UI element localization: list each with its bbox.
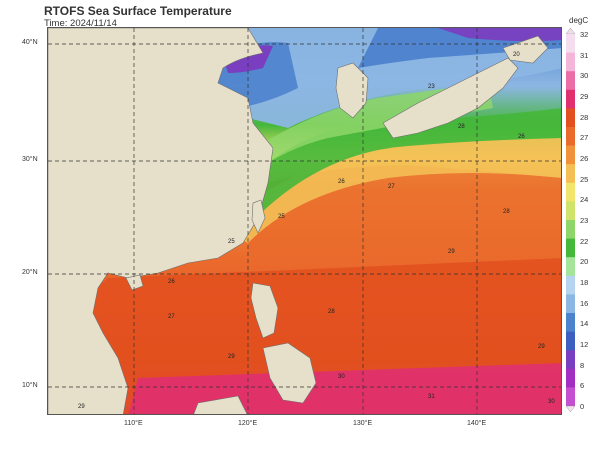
colorbar-tick-label: 16 xyxy=(580,298,589,308)
contour-label: 29 xyxy=(228,354,235,360)
lon-label-130: 130°E xyxy=(353,420,373,427)
borneo-edge xyxy=(193,395,248,414)
colorbar-segment xyxy=(566,127,575,146)
grid-lines xyxy=(48,28,561,414)
contour-label: 26 xyxy=(338,179,345,185)
colorbar-tick-label: 6 xyxy=(580,381,585,391)
colorbar-segment xyxy=(566,257,575,277)
colorbar-tick-label: 31 xyxy=(580,50,589,60)
lon-label-120: 120°E xyxy=(238,420,258,427)
colorbar-tick-label: 32 xyxy=(580,30,589,39)
contour-label: 28 xyxy=(328,309,335,315)
map-title: RTOFS Sea Surface Temperature xyxy=(44,4,232,18)
lat-label-30: 30°N xyxy=(22,156,38,163)
colorbar-tick-label: 24 xyxy=(580,195,589,205)
contour-label: 27 xyxy=(388,184,395,190)
colorbar-segment xyxy=(566,220,575,239)
purple-north xyxy=(438,28,561,42)
colorbar-segment xyxy=(566,108,575,128)
colorbar-segment xyxy=(566,71,575,91)
japan-north xyxy=(502,35,549,64)
colorbar xyxy=(566,28,575,412)
colorbar-tick-label: 27 xyxy=(580,133,589,143)
luzon xyxy=(250,282,279,339)
contour-label: 26 xyxy=(518,134,525,140)
sst-map: 29 28 27 29 25 26 20 23 26 28 29 30 28 2… xyxy=(47,27,562,415)
colorbar-segment xyxy=(566,331,575,351)
colorbar-tick-label: 18 xyxy=(580,278,589,287)
contour-label: 29 xyxy=(78,404,85,410)
colorbar-tick-label: 22 xyxy=(580,236,589,246)
china-mainland xyxy=(48,28,274,414)
colorbar-tick-label: 8 xyxy=(580,360,585,370)
colorbar-segment xyxy=(566,145,575,165)
colorbar-segment xyxy=(566,52,575,72)
map-time: Time: 2024/11/14 xyxy=(44,18,117,29)
taiwan xyxy=(251,199,266,234)
colorbar-segment xyxy=(566,387,575,407)
contour-label: 29 xyxy=(538,344,545,350)
japan-main xyxy=(382,57,519,139)
colorbar-segment xyxy=(566,164,575,184)
colorbar-segment xyxy=(566,34,575,53)
colorbar-tick-label: 23 xyxy=(580,216,589,225)
colorbar-segment xyxy=(566,294,575,314)
colorbar-tick-label: 29 xyxy=(580,92,589,101)
contour-label: 28 xyxy=(503,209,510,215)
lat-label-10: 10°N xyxy=(22,382,38,389)
contour-label: 20 xyxy=(513,52,520,58)
korea xyxy=(335,62,369,119)
contour-label: 28 xyxy=(458,124,465,130)
colorbar-unit: degC xyxy=(569,16,589,25)
contour-label: 30 xyxy=(338,374,345,380)
colorbar-segment xyxy=(566,350,575,370)
contour-label: 25 xyxy=(228,239,235,245)
colorbar-segment xyxy=(566,313,575,332)
contour-label: 30 xyxy=(548,399,555,405)
lon-label-110: 110°E xyxy=(124,420,143,427)
hainan xyxy=(125,274,144,291)
colorbar-segment xyxy=(566,89,575,109)
colorbar-tick-label: 30 xyxy=(580,71,589,81)
colorbar-tick-label: 20 xyxy=(580,257,589,267)
contour-label: 27 xyxy=(168,314,175,320)
colorbar-tick-label: 25 xyxy=(580,174,589,184)
colorbar-segment xyxy=(566,182,575,202)
colorbar-tick-label: 0 xyxy=(580,402,585,411)
colorbar-segment xyxy=(566,201,575,221)
lon-label-140: 140°E xyxy=(467,420,487,427)
colorbar-tick-label: 28 xyxy=(580,112,589,122)
contour-label: 29 xyxy=(448,249,455,255)
colorbar-segment xyxy=(566,238,575,258)
colorbar-tick-label: 26 xyxy=(580,154,589,163)
contour-label: 26 xyxy=(168,279,175,285)
lat-label-20: 20°N xyxy=(22,269,38,276)
visayas-mindanao xyxy=(262,342,317,404)
colorbar-tick-label: 12 xyxy=(580,340,589,349)
contour-label: 23 xyxy=(428,84,435,90)
colorbar-tick-label: 14 xyxy=(580,319,589,329)
contour-label: 25 xyxy=(278,214,285,220)
band-26 xyxy=(218,138,561,243)
colorbar-segment xyxy=(566,368,575,388)
contour-label: 31 xyxy=(428,394,435,400)
lat-label-40: 40°N xyxy=(22,39,38,46)
colorbar-segment xyxy=(566,275,575,295)
